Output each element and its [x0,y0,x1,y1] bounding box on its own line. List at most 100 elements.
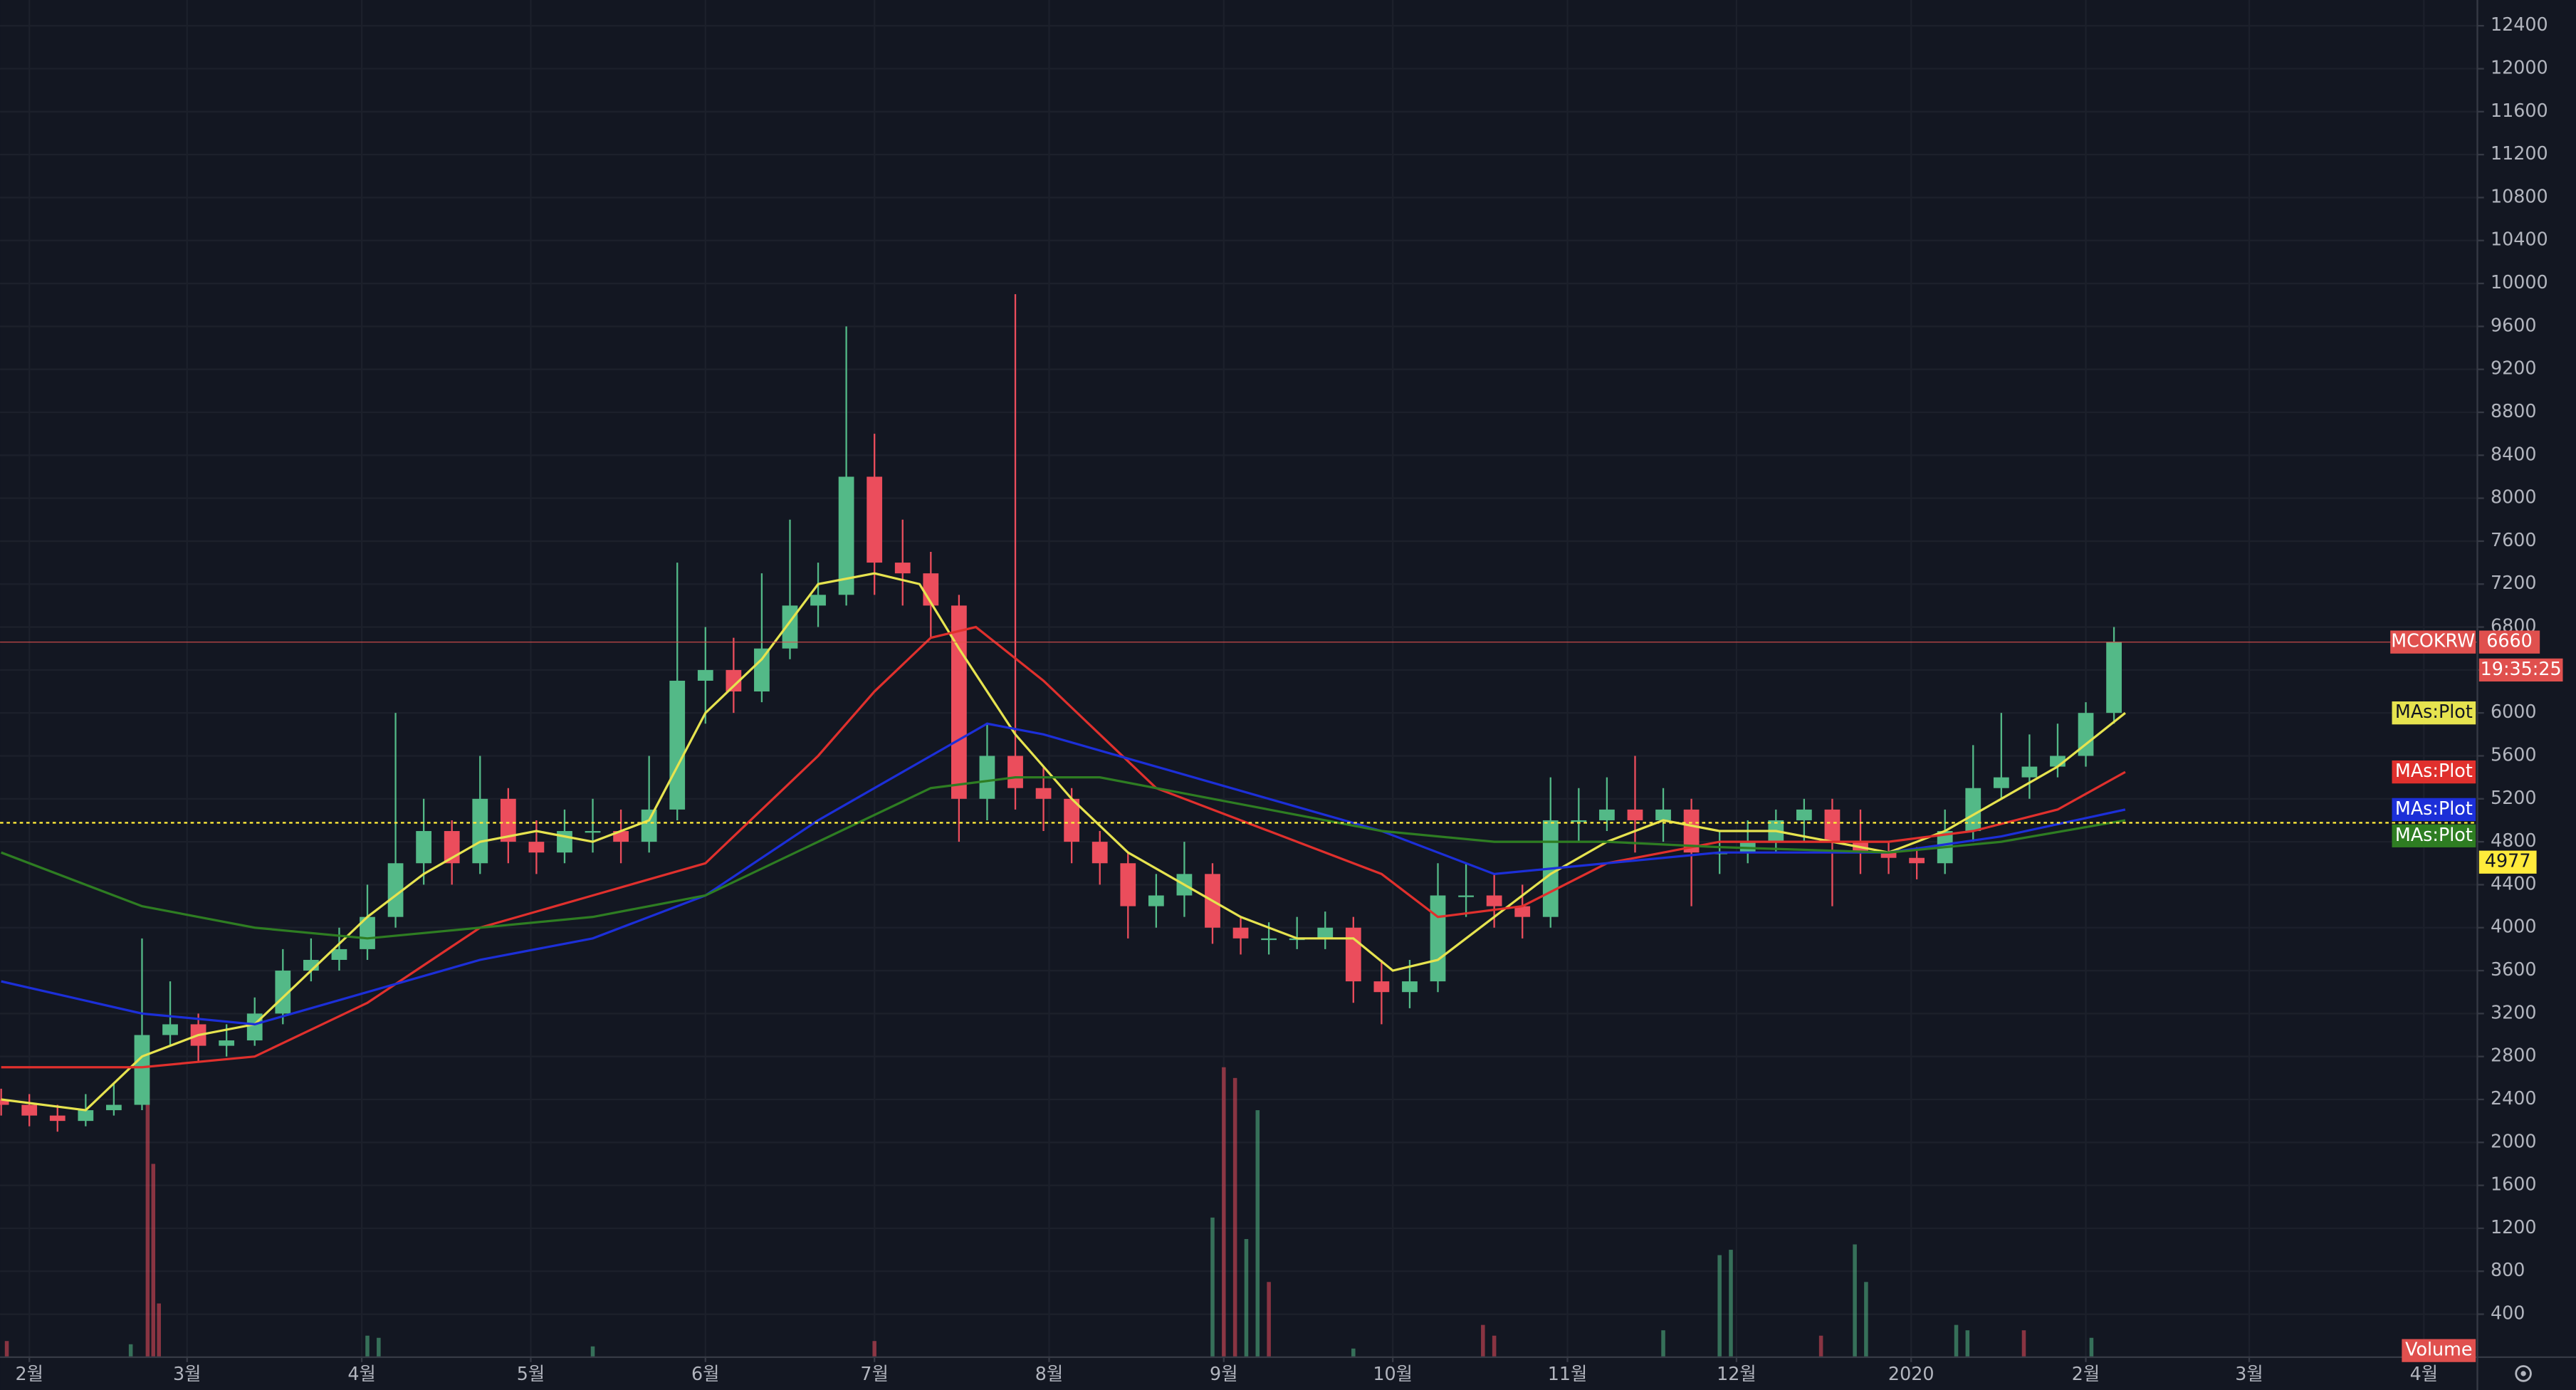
volume-bar [590,1346,595,1357]
y-tick-label: 800 [2491,1259,2525,1280]
x-tick-label: 7월 [860,1363,889,1384]
x-tick-label: 2020 [1888,1363,1934,1384]
candle-body [1965,788,1981,832]
volume-bar [365,1335,370,1357]
volume-bar [1481,1324,1485,1357]
volume-bar [1717,1255,1722,1357]
y-tick-label: 4400 [2491,872,2537,894]
candle-body [1909,857,1925,864]
candle-body [78,1110,94,1122]
volume-bar [1965,1330,1970,1357]
candle-body [2021,766,2038,778]
last-price-tag-bg [2478,630,2540,654]
x-tick-label: 2월 [15,1363,43,1384]
settings-icon[interactable] [2515,1365,2532,1382]
x-tick-label: 6월 [691,1363,720,1384]
candle-body [1824,809,1841,842]
y-tick-label: 11200 [2491,142,2548,164]
candle-body [1035,788,1052,799]
x-tick-label: 12월 [1717,1363,1756,1384]
ma-label: MAs:Plot [2395,798,2473,819]
candle-body [1148,895,1164,906]
y-tick-label: 11600 [2491,100,2548,121]
candle-body [866,476,883,563]
hline-tag-bg [2478,850,2537,874]
ma-line [1,625,2126,1069]
y-tick-label: 3600 [2491,958,2537,980]
candle-body [360,916,375,949]
candle-body [0,1099,9,1105]
y-tick-label: 9600 [2491,314,2537,335]
axes: 400 800 1200 1600 2000 2400 2800 3200 3600 4000 44… [15,14,2563,1384]
candle-body [1683,809,1700,853]
gear-center[interactable] [2520,1371,2526,1376]
last-price-tag: 6660 [2486,630,2533,652]
candle-body [1430,895,1446,982]
candle-body [162,1024,178,1035]
y-tick-label: 1200 [2491,1216,2537,1238]
candle-body [697,669,713,681]
volume-label: Volume [2405,1339,2472,1360]
volume-bar [1351,1348,1356,1357]
candle-body [1091,842,1108,864]
candle-body [894,563,911,574]
candle-body [1064,798,1080,842]
volume-bar [1853,1244,1857,1357]
y-tick-label: 12400 [2491,14,2548,35]
candle-body [585,831,601,833]
candle-body [1345,927,1361,982]
volume-bar [872,1341,876,1357]
symbol-tag: MCOKRW [2391,630,2475,652]
volume-bar [1729,1250,1733,1357]
candle-body [1796,809,1812,820]
y-tick-label: 3200 [2491,1001,2537,1023]
candle-body [1880,852,1897,858]
ma-label-bg [2392,824,2476,847]
volume-label-bg [2402,1339,2476,1362]
candle-body [528,842,545,853]
y-tick-label: 6000 [2491,701,2537,722]
hline-tag: 4977 [2485,850,2531,872]
candle-body [1486,895,1502,906]
candle-body [726,669,742,692]
candle-body [331,949,347,960]
x-tick-label: 4월 [2410,1363,2439,1384]
x-tick-label: 3월 [2235,1363,2263,1384]
ma-label-bg [2392,701,2476,725]
gear[interactable] [2515,1365,2532,1382]
candle-body [500,798,516,842]
x-tick-label: 11월 [1548,1363,1588,1384]
y-tick-label: 8400 [2491,443,2537,464]
candle-body [2106,642,2122,714]
candle-body [838,476,854,595]
candle-body [21,1104,38,1116]
candle-body [669,680,686,810]
volume-bar [1255,1110,1260,1357]
y-tick-label: 5600 [2491,743,2537,765]
candle-body [979,756,995,799]
y-tick-label: 4800 [2491,830,2537,851]
y-tick-label: 12000 [2491,56,2548,78]
y-tick-label: 7600 [2491,529,2537,550]
ma-label: MAs:Plot [2395,824,2473,845]
ma-label-bg [2392,798,2476,822]
x-tick-label: 3월 [173,1363,201,1384]
candle-body [1655,809,1671,820]
candle-body [1373,981,1390,993]
volume-bar [1954,1324,1959,1357]
candle-body [1261,938,1277,941]
symbol-tag-bg [2390,630,2476,654]
y-tick-label: 2400 [2491,1087,2537,1109]
volume-bar [377,1337,381,1357]
y-tick-label: 10000 [2491,271,2548,293]
candle-body [387,863,404,917]
volume-bar [2021,1330,2026,1357]
volume-bar [1492,1335,1497,1357]
candle-body [1007,756,1023,788]
ma-line [1,776,2126,940]
volume-bar [1232,1077,1237,1357]
y-tick-label: 400 [2491,1302,2525,1324]
y-tick-label: 10400 [2491,229,2548,250]
candle-body [1627,809,1643,820]
